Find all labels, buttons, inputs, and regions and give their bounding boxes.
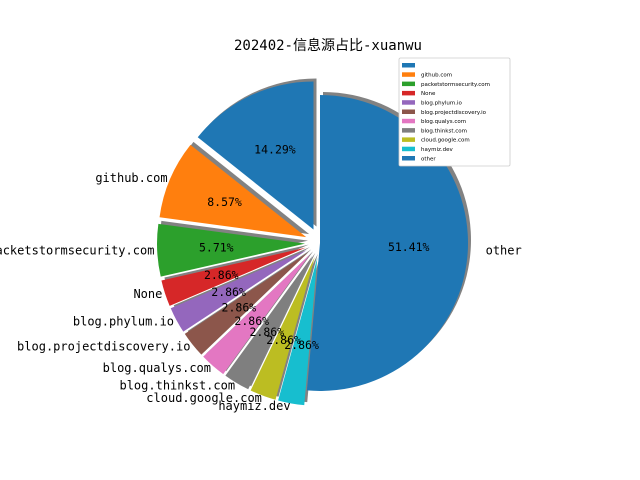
legend: github.com packetstormsecurity.com None blo… [398,57,511,167]
slice-labels: github.com packetstormsecurity.com None blo… [0,171,522,413]
slice-label-github-com-1: github.com [95,171,167,185]
percent-labels: 14.29%8.57%5.71%2.86%2.86%2.86%2.86%2.86… [199,142,430,352]
legend-label-other-10: other [421,156,436,162]
percent-label-none-3: 2.86% [204,268,239,282]
legend-label-none-3: None [421,91,436,97]
legend-label-github-com-1: github.com [421,73,452,79]
legend-label-blog-projectdiscovery-io-5: blog.projectdiscovery.io [421,110,487,116]
slice-blog-qualys-com-6 [203,254,311,375]
percent-label-cloud-google-com-8: 2.86% [266,333,301,347]
legend-swatch-other-10 [402,156,415,161]
slice-label-haymiz-dev-9: haymiz.dev [218,399,290,413]
legend-swatch-blog-phylum-io-4 [402,100,415,105]
legend-swatch-unlabeled-0 [402,63,415,68]
slice-none-3 [161,247,306,306]
slice-label-blog-thinkst-com-7: blog.thinkst.com [119,378,235,392]
slice-other-10 [306,95,468,391]
legend-label-haymiz-dev-9: haymiz.dev [421,147,454,153]
legend-swatch-packetstormsecurity-com-2 [402,81,415,87]
legend-frame [398,57,511,167]
percent-label-haymiz-dev-9: 2.86% [284,338,319,352]
slice-blog-projectdiscovery-io-5 [184,252,309,355]
pie-slices [157,81,468,406]
slice-label-blog-phylum-io-4: blog.phylum.io [73,315,174,329]
legend-label-blog-phylum-io-4: blog.phylum.io [421,101,463,107]
slice-unlabeled-0 [197,81,314,230]
legend-label-blog-qualys-com-6: blog.qualys.com [421,119,466,125]
legend-swatch-none-3 [402,90,415,96]
slice-cloud-google-com-8 [250,257,315,400]
percent-label-blog-phylum-io-4: 2.86% [211,285,246,299]
legend-swatch-github-com-1 [402,72,415,77]
percent-label-other-10: 51.41% [388,240,430,254]
slice-haymiz-dev-9 [278,257,318,406]
legend-label-cloud-google-com-8: cloud.google.com [421,138,470,144]
slice-blog-thinkst-com-7 [225,255,313,390]
legend-swatch-blog-thinkst-com-7 [402,128,415,133]
percent-label-blog-thinkst-com-7: 2.86% [250,325,285,339]
legend-label-packetstormsecurity-com-2: packetstormsecurity.com [421,82,490,88]
percent-label-unlabeled-0: 14.29% [254,142,296,156]
percent-label-packetstormsecurity-com-2: 5.71% [199,241,234,255]
slice-label-packetstormsecurity-com-2: packetstormsecurity.com [0,243,154,257]
slice-label-none-3: None [133,287,162,301]
slice-packetstormsecurity-com-2 [157,223,306,277]
legend-swatch-haymiz-dev-9 [402,146,415,152]
slice-label-cloud-google-com-8: cloud.google.com [146,391,262,405]
slice-blog-phylum-io-4 [170,250,307,332]
chart-title: 202402-信息源占比-xuanwu [234,37,422,54]
legend-swatch-blog-projectdiscovery-io-5 [402,109,415,114]
slice-github-com-1 [159,144,307,238]
slice-label-blog-projectdiscovery-io-5: blog.projectdiscovery.io [17,339,190,353]
slice-label-other-10: other [486,243,522,257]
slice-label-blog-qualys-com-6: blog.qualys.com [103,361,211,375]
percent-label-github-com-1: 8.57% [207,195,242,209]
legend-swatch-blog-qualys-com-6 [402,118,415,124]
percent-label-blog-qualys-com-6: 2.86% [234,314,269,328]
legend-swatch-cloud-google-com-8 [402,137,415,142]
legend-label-blog-thinkst-com-7: blog.thinkst.com [421,128,467,134]
percent-label-blog-projectdiscovery-io-5: 2.86% [222,301,257,315]
